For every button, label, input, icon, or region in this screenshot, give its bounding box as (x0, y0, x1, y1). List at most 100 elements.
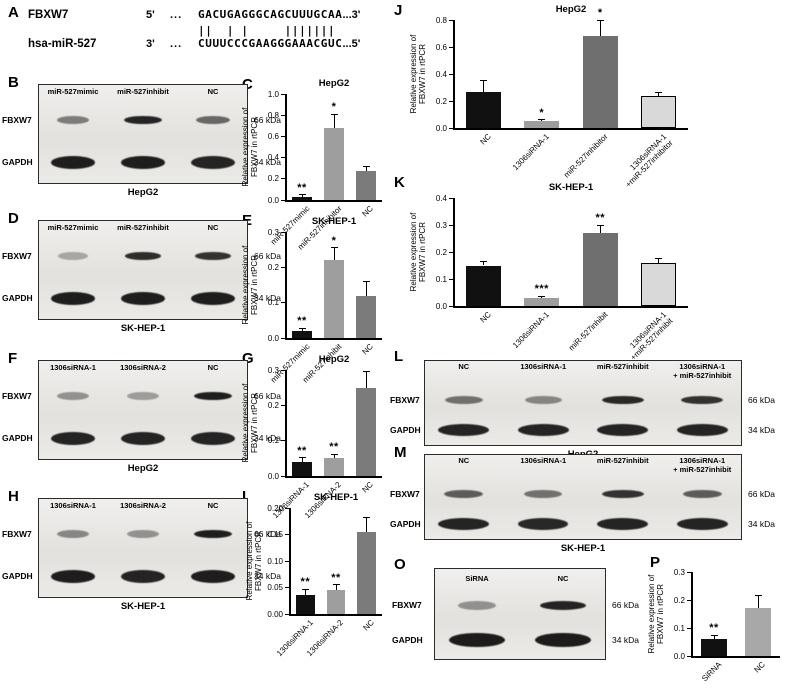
y-tick (281, 475, 285, 477)
y-tick (281, 404, 285, 406)
chart-title: HepG2 (318, 78, 350, 89)
y-tick (449, 100, 453, 102)
western-blot-hepg2-rescue: NC 1306siRNA-1 miR-527inhibit 1306siRNA-1 +… (390, 360, 787, 464)
chart-title: SK-HEP-1 (313, 492, 359, 503)
bar-chart-skhep1-mir527: SK-HEP-1 Relative expression of FBXW7 in … (240, 212, 387, 390)
y-tick (449, 251, 453, 253)
error-bar (599, 20, 601, 37)
error-bar (541, 296, 543, 298)
y-tick-label: 0.1 (267, 298, 279, 308)
western-blot-hepg2-mir527: miR-527mimic miR-527inhibit NC FBXW7 66 kDa G… (2, 84, 294, 206)
error-bar (301, 328, 303, 331)
bar (524, 297, 560, 306)
lane-label: NC (458, 362, 470, 371)
x-axis (691, 656, 780, 658)
error-bar (304, 589, 306, 596)
western-blot-skhep1-rescue: NC 1306siRNA-1 miR-527inhibit 1306siRNA-1 +… (390, 454, 787, 558)
y-tick-label: 0.8 (435, 15, 447, 25)
y-tick-label: 0.2 (435, 247, 447, 257)
blot-band (57, 392, 89, 400)
y-tick-label: 0.0 (267, 333, 279, 343)
ellipsis: ... (170, 38, 183, 50)
protein-label: GAPDH (2, 157, 33, 167)
blot-band (682, 490, 722, 498)
y-tick (449, 127, 453, 129)
blot-band (120, 291, 166, 305)
y-tick (687, 599, 691, 601)
cell-line-label: HepG2 (127, 187, 159, 198)
y-tick (449, 224, 453, 226)
lane-label: NC (458, 456, 470, 465)
significance-marker: ** (300, 576, 311, 589)
cell-line-label: SK-HEP-1 (120, 601, 166, 612)
significance-marker: * (331, 234, 337, 247)
bar (356, 387, 376, 476)
y-tick-label: 0.3 (267, 365, 279, 375)
x-tick-label: SiRNA (700, 660, 724, 684)
x-tick-label: 1306siRNA-1 +miR-527inhibit (628, 310, 675, 363)
y-tick-label: 0.6 (435, 42, 447, 52)
x-axis (285, 476, 382, 478)
blot-band (127, 530, 159, 538)
panel-label-b: B (8, 74, 19, 91)
cell-line-label: HepG2 (127, 463, 159, 474)
error-bar (713, 635, 715, 640)
lane-label: NC (557, 574, 569, 583)
y-tick-label: 0.2 (267, 262, 279, 272)
y-tick (285, 534, 289, 535)
y-axis (285, 94, 287, 200)
molecular-weight-label: 66 kDa (254, 115, 281, 125)
significance-marker: * (331, 101, 337, 114)
y-axis (691, 572, 693, 656)
blot-band (190, 431, 236, 445)
protein-label: GAPDH (390, 519, 421, 529)
error-bar (333, 114, 335, 128)
y-tick (281, 178, 285, 180)
blot-band (194, 392, 232, 400)
protein-label: GAPDH (390, 425, 421, 435)
blot-band (190, 155, 236, 169)
y-tick-label: 0.3 (267, 227, 279, 237)
protein-label: FBXW7 (2, 251, 32, 261)
chart-title: HepG2 (555, 4, 587, 15)
y-tick (281, 114, 285, 116)
error-bar-cap (655, 258, 663, 260)
error-bar-cap (330, 247, 338, 249)
error-bar (333, 454, 335, 459)
error-bar (599, 225, 601, 234)
mirna-sequence-row: hsa-miR-527 3' ... CUUUCCCGAAGGGAAACGUC … (28, 37, 388, 54)
error-bar (301, 194, 303, 197)
ellipsis: ... (170, 9, 183, 21)
alignment-match-row: || | | ||||||| (28, 25, 388, 37)
bar (324, 260, 344, 338)
y-tick-label: 0.00 (267, 609, 283, 619)
chart-title: SK-HEP-1 (311, 216, 357, 227)
lane-label: miR-527inhibit (596, 362, 649, 371)
blot-band (50, 569, 96, 583)
significance-marker: ** (329, 441, 339, 454)
error-bar (482, 261, 484, 266)
lane-label: miR-527inhibit (596, 456, 649, 465)
y-axis (453, 198, 455, 306)
molecular-weight-label: 66 kDa (254, 391, 281, 401)
y-axis (285, 370, 287, 476)
y-tick-label: 0.2 (435, 96, 447, 106)
y-tick (285, 587, 289, 588)
x-axis (453, 306, 688, 308)
error-bar-cap (596, 224, 604, 226)
y-tick-label: 0.1 (267, 436, 279, 446)
panel-label-o: O (394, 556, 406, 573)
molecular-weight-label: 34 kDa (254, 157, 281, 167)
chart-title: HepG2 (318, 354, 350, 365)
panel-label-a: A (8, 4, 19, 21)
protein-label: FBXW7 (2, 115, 32, 125)
y-tick (281, 369, 285, 371)
error-bar-cap (330, 113, 338, 115)
protein-label: FBXW7 (390, 489, 420, 499)
error-bar-cap (479, 260, 487, 262)
bar (356, 171, 376, 200)
blot-band (120, 569, 166, 583)
y-tick-label: 0.6 (267, 131, 279, 141)
blot-band (524, 490, 563, 498)
significance-marker: ** (595, 212, 606, 224)
